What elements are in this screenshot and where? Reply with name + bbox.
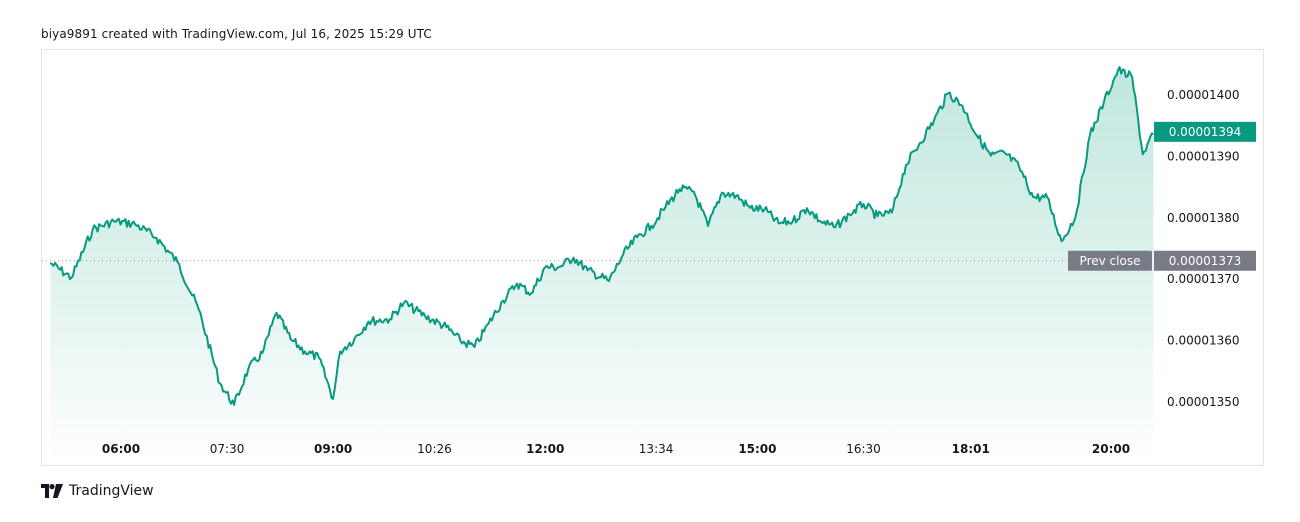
brand-name: TradingView	[69, 483, 154, 499]
last-price-badge	[1154, 121, 1256, 142]
tradingview-logo-icon	[41, 484, 63, 498]
prev-close-label: Prev close	[1080, 254, 1141, 268]
y-tick-label: 0.00001390	[1167, 149, 1240, 163]
x-tick-label: 15:00	[738, 442, 776, 456]
x-tick-label: 12:00	[526, 442, 564, 456]
y-tick-label: 0.00001350	[1167, 395, 1240, 409]
chart-frame[interactable]	[41, 49, 1264, 466]
x-tick-label: 20:00	[1092, 442, 1130, 456]
series-line	[49, 66, 1154, 406]
footer: TradingView	[41, 481, 154, 501]
x-tick-label: 13:34	[639, 442, 674, 456]
x-tick-label: 06:00	[102, 442, 140, 456]
x-axis: 06:00 07:30 09:00 10:26 12:00 13:34 15:00 16:30…	[102, 442, 1130, 456]
prev-close-value: 0.00001373	[1169, 254, 1242, 268]
y-tick-label: 0.00001370	[1167, 272, 1240, 286]
x-tick-label: 10:26	[417, 442, 452, 456]
x-tick-label: 09:00	[314, 442, 352, 456]
x-tick-label: 18:01	[952, 442, 990, 456]
series-area-fill	[50, 67, 1154, 464]
y-axis: 0.00001400 0.00001390 0.00001380 0.00001370…	[1167, 88, 1240, 409]
y-tick-label: 0.00001360	[1167, 334, 1240, 348]
last-price-label: 0.00001394	[1169, 125, 1242, 139]
y-tick-label: 0.00001380	[1167, 211, 1240, 225]
x-tick-label: 07:30	[210, 442, 245, 456]
price-badges: 0.00001394 Prev close 0.00001373	[1068, 121, 1256, 271]
prev-close-tag	[1068, 250, 1152, 271]
area-layer	[49, 66, 1154, 464]
chart-attribution: biya9891 created with TradingView.com, J…	[41, 27, 432, 41]
y-tick-label: 0.00001400	[1167, 88, 1240, 102]
x-tick-label: 16:30	[846, 442, 881, 456]
prev-close-value-badge	[1154, 250, 1256, 271]
